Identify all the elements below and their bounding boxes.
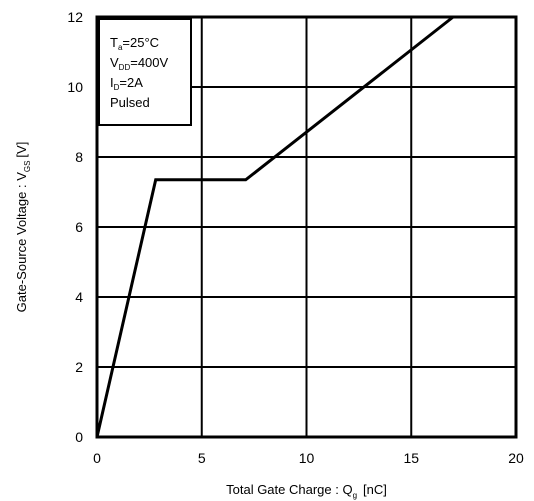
condition-line: VDD=400V [110, 55, 169, 72]
x-tick-label: 20 [508, 450, 524, 466]
x-tick-label: 10 [299, 450, 315, 466]
x-axis-label: Total Gate Charge : Qg [nC] [226, 482, 387, 500]
series-line-0 [95, 15, 455, 438]
y-tick-label: 4 [75, 289, 83, 305]
condition-line: Ta=25°C [110, 35, 159, 52]
y-tick-label: 8 [75, 149, 83, 165]
series-layer [95, 15, 455, 438]
y-tick-labels: 0 2 4 6 8 10 12 [67, 9, 83, 445]
conditions-box [98, 18, 192, 126]
y-tick-label: 2 [75, 359, 83, 375]
condition-line: Pulsed [110, 95, 150, 110]
conditions-annotation: Ta=25°C VDD=400V ID=2A Pulsed [98, 18, 192, 126]
plot-area-frame [95, 15, 518, 439]
y-axis-label: Gate-Source Voltage : VGS[V] [14, 142, 32, 313]
y-tick-label: 10 [67, 79, 83, 95]
x-tick-label: 15 [403, 450, 419, 466]
grid-lines [97, 17, 516, 437]
x-tick-label: 5 [198, 450, 206, 466]
y-tick-label: 6 [75, 219, 83, 235]
condition-line: ID=2A [110, 75, 143, 92]
y-tick-label: 0 [75, 429, 83, 445]
x-tick-labels: 0 5 10 15 20 [93, 450, 524, 466]
x-tick-label: 0 [93, 450, 101, 466]
y-tick-label: 12 [67, 9, 83, 25]
